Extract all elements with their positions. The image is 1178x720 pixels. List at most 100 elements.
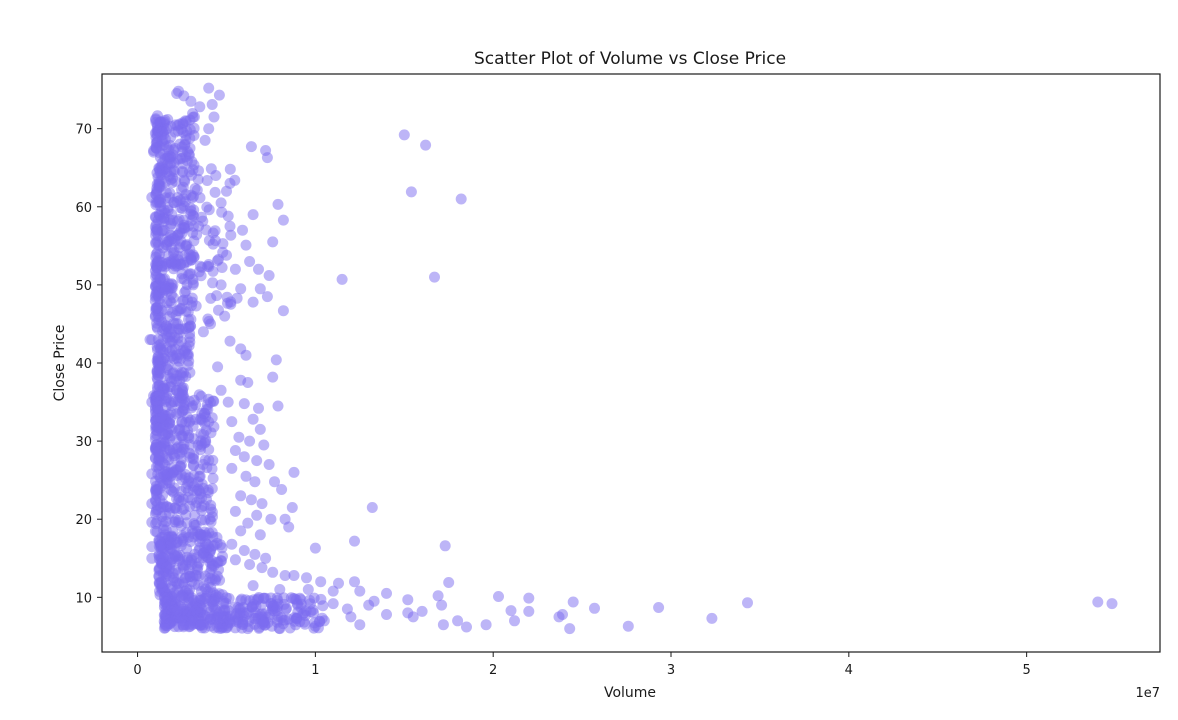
scatter-point — [174, 153, 186, 165]
scatter-point — [272, 400, 284, 412]
scatter-point — [217, 238, 229, 250]
scatter-point — [402, 607, 414, 619]
scatter-point — [333, 577, 344, 589]
scatter-point — [188, 111, 200, 123]
scatter-point — [216, 206, 228, 218]
x-tick-label: 4 — [845, 663, 853, 678]
scatter-point — [295, 602, 307, 614]
scatter-point — [195, 270, 207, 282]
scatter-point — [509, 615, 520, 627]
scatter-point — [157, 457, 169, 469]
scatter-point — [237, 224, 248, 236]
scatter-point — [308, 617, 320, 629]
scatter-point — [157, 468, 169, 480]
scatter-point — [176, 268, 188, 280]
scatter-point — [247, 209, 259, 221]
scatter-point — [178, 443, 190, 455]
scatter-point — [254, 423, 266, 435]
scatter-point — [255, 599, 267, 611]
scatter-point — [233, 431, 245, 443]
scatter-point — [269, 476, 280, 488]
scatter-point — [206, 99, 218, 110]
scatter-point — [186, 192, 198, 204]
scatter-point — [201, 399, 213, 411]
scatter-point — [302, 584, 314, 595]
scatter-point — [258, 617, 270, 629]
scatter-point — [194, 463, 206, 475]
scatter-point — [214, 622, 226, 634]
scatter-point — [151, 167, 163, 179]
scatter-point — [176, 406, 188, 418]
scatter-point — [215, 197, 227, 209]
scatter-point — [229, 263, 241, 275]
scatter-point — [653, 602, 665, 613]
scatter-point — [184, 452, 196, 463]
scatter-point — [254, 529, 266, 541]
scatter-point — [191, 229, 203, 241]
scatter-point — [197, 326, 209, 338]
scatter-point — [189, 509, 201, 521]
scatter-point — [249, 476, 261, 488]
scatter-point — [270, 354, 282, 366]
scatter-point — [198, 482, 209, 494]
scatter-point — [245, 141, 257, 153]
scatter-point — [225, 229, 237, 241]
scatter-point — [206, 463, 218, 475]
x-tick-label: 0 — [133, 663, 141, 678]
scatter-point — [164, 617, 176, 629]
scatter-point — [213, 304, 224, 316]
scatter-point — [381, 609, 392, 620]
y-tick-label: 40 — [75, 357, 92, 372]
scatter-point — [150, 223, 162, 235]
scatter-point — [589, 602, 600, 614]
scatter-point — [523, 605, 535, 617]
scatter-point — [230, 601, 242, 613]
scatter-point — [166, 594, 178, 606]
scatter-point — [622, 620, 634, 632]
scatter-point — [253, 263, 264, 275]
scatter-point — [191, 184, 203, 196]
scatter-point — [200, 424, 212, 436]
scatter-point — [203, 315, 215, 327]
scatter-point — [149, 295, 161, 307]
scatter-point — [238, 545, 250, 556]
scatter-point — [244, 435, 256, 447]
scatter-point — [199, 134, 211, 146]
scatter-point — [156, 427, 168, 439]
scatter-point — [179, 115, 191, 127]
scatter-point — [286, 502, 298, 513]
scatter-point — [443, 577, 455, 588]
scatter-point — [235, 525, 247, 537]
scatter-point — [277, 214, 289, 226]
scatter-point — [240, 470, 252, 482]
scatter-point — [187, 277, 199, 289]
scatter-point — [235, 490, 247, 502]
scatter-point — [299, 618, 311, 630]
scatter-point — [185, 313, 197, 325]
scatter-point — [1092, 596, 1104, 608]
scatter-point — [185, 536, 196, 547]
scatter-point — [280, 603, 292, 615]
scatter-point — [226, 416, 238, 428]
scatter-point — [205, 292, 217, 304]
scatter-point — [229, 505, 241, 517]
scatter-point — [154, 273, 166, 285]
scatter-point — [185, 95, 197, 107]
scatter-point — [199, 454, 211, 466]
scatter-point — [173, 339, 185, 351]
scatter-point — [279, 570, 291, 581]
scatter-point — [224, 163, 236, 175]
scatter-point — [184, 500, 196, 512]
scatter-point — [276, 484, 288, 495]
scatter-point — [229, 445, 241, 456]
scatter-point — [247, 580, 259, 592]
scatter-point — [169, 235, 181, 247]
scatter-point — [215, 279, 227, 291]
scatter-point — [263, 459, 275, 470]
scatter-point — [229, 174, 241, 186]
y-tick-label: 70 — [75, 123, 92, 138]
scatter-point — [215, 384, 227, 396]
scatter-point — [258, 439, 270, 451]
scatter-point — [179, 139, 190, 151]
scatter-point — [194, 101, 206, 113]
